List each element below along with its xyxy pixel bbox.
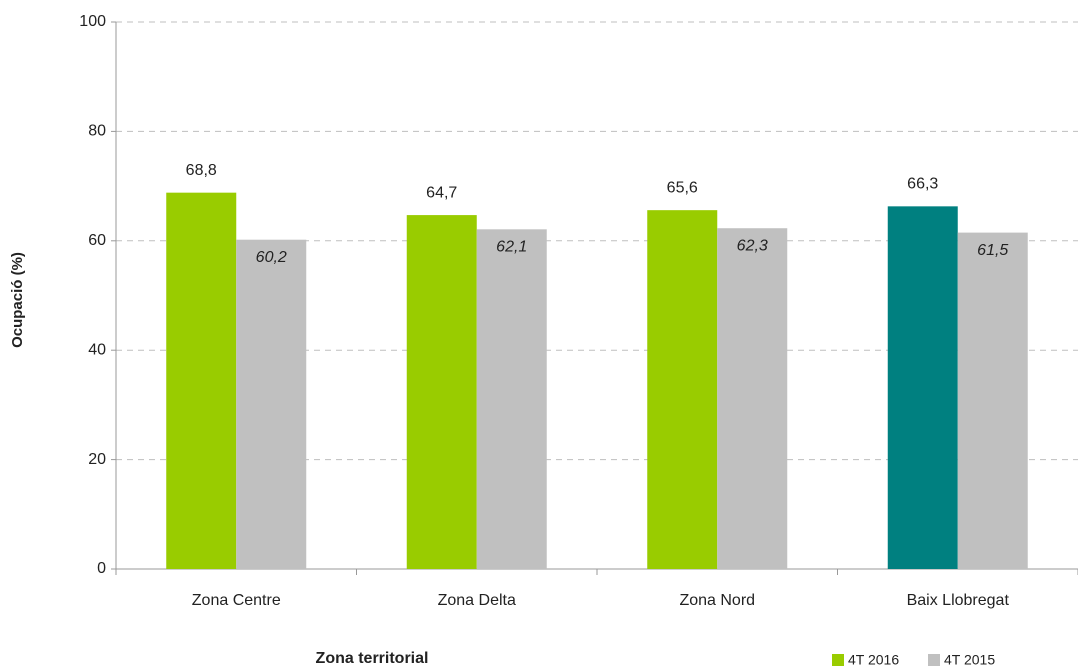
legend-swatch xyxy=(928,654,940,666)
value-label: 61,5 xyxy=(977,242,1008,259)
bar xyxy=(406,215,477,569)
bar xyxy=(887,206,958,570)
x-tick-label: Zona Nord xyxy=(679,592,755,609)
bar xyxy=(236,239,307,569)
bar xyxy=(166,192,237,569)
x-tick-label: Zona Delta xyxy=(438,592,516,609)
x-tick-label: Baix Llobregat xyxy=(907,592,1010,609)
y-axis-title: Ocupació (%) xyxy=(9,252,26,348)
y-tick-label: 80 xyxy=(88,123,106,140)
y-tick-label: 60 xyxy=(88,232,106,249)
y-tick-label: 20 xyxy=(88,451,106,468)
legend-label: 4T 2016 xyxy=(848,652,899,668)
legend-swatch xyxy=(832,654,844,666)
value-label: 66,3 xyxy=(907,176,938,193)
value-label: 68,8 xyxy=(186,162,217,179)
bar xyxy=(647,210,718,569)
legend-label: 4T 2015 xyxy=(944,652,995,668)
x-axis-title: Zona territorial xyxy=(316,650,429,667)
value-label: 64,7 xyxy=(426,184,457,201)
bar xyxy=(476,229,547,570)
bar xyxy=(957,232,1028,569)
bar xyxy=(717,228,788,569)
value-label: 60,2 xyxy=(256,249,287,266)
value-label: 62,3 xyxy=(737,237,768,254)
y-tick-label: 0 xyxy=(97,560,106,577)
y-tick-label: 40 xyxy=(88,341,106,358)
x-tick-label: Zona Centre xyxy=(192,592,281,609)
y-tick-label: 100 xyxy=(79,13,106,30)
value-label: 62,1 xyxy=(496,239,527,256)
value-label: 65,6 xyxy=(667,179,698,196)
